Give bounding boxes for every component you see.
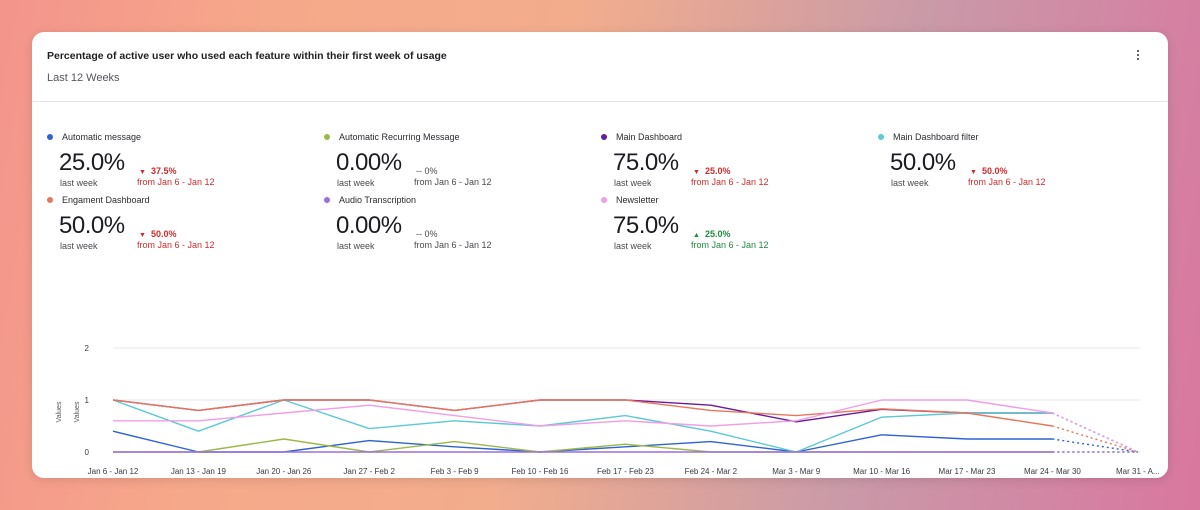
x-tick-label: Feb 24 - Mar 2 bbox=[685, 467, 738, 476]
x-tick-label: Feb 10 - Feb 16 bbox=[512, 467, 569, 476]
metric-range: from Jan 6 - Jan 12 bbox=[691, 177, 769, 187]
x-tick-label: Jan 6 - Jan 12 bbox=[88, 467, 139, 476]
card-subtitle: Last 12 Weeks bbox=[47, 72, 120, 84]
metric-name[interactable]: Main Dashboard bbox=[616, 132, 683, 142]
y-tick-label: 1 bbox=[85, 396, 90, 405]
line-chart: Values Values 0 1 2 Jan 6 - Jan 12 Jan 13 - Ja… bbox=[56, 344, 1160, 476]
metric-caption: last week bbox=[614, 241, 652, 251]
metric-delta: ▼ 50.0% bbox=[139, 229, 177, 239]
legend-dot-icon bbox=[324, 134, 330, 140]
metric-range: from Jan 6 - Jan 12 bbox=[137, 177, 215, 187]
metric-caption: last week bbox=[60, 241, 98, 251]
card-title: Percentage of active user who used each … bbox=[47, 50, 447, 62]
x-tick-label: Feb 17 - Feb 23 bbox=[597, 467, 654, 476]
metric-caption: last week bbox=[614, 178, 652, 188]
x-tick-label: Mar 10 - Mar 16 bbox=[853, 467, 910, 476]
x-tick-label: Mar 17 - Mar 23 bbox=[939, 467, 996, 476]
series-projection-line bbox=[1052, 412, 1139, 453]
metric-name[interactable]: Newsletter bbox=[616, 195, 659, 205]
legend-dot-icon bbox=[878, 134, 884, 140]
series-projection-line bbox=[1052, 425, 1139, 453]
legend-dot-icon bbox=[47, 197, 53, 203]
legend-dot-icon bbox=[324, 197, 330, 203]
x-tick-label: Mar 3 - Mar 9 bbox=[772, 467, 821, 476]
metric-value: 0.00% bbox=[336, 149, 402, 176]
metric-value: 50.0% bbox=[890, 149, 956, 176]
metric-name[interactable]: Main Dashboard filter bbox=[893, 132, 979, 142]
metric-main-dashboard-filter: Main Dashboard filter 50.0% last week ▼ 50.0… bbox=[878, 132, 1138, 192]
metric-range: from Jan 6 - Jan 12 bbox=[968, 177, 1046, 187]
y-tick-label: 2 bbox=[85, 344, 90, 353]
series-projection-line bbox=[1052, 438, 1138, 453]
series-line bbox=[112, 399, 1053, 427]
legend-dot-icon bbox=[601, 134, 607, 140]
metric-delta: ▲ 25.0% bbox=[693, 229, 731, 239]
x-tick-label: Mar 24 - Mar 30 bbox=[1024, 467, 1081, 476]
arrow-down-icon: ▼ bbox=[693, 169, 700, 176]
arrow-up-icon: ▲ bbox=[693, 232, 700, 239]
metric-delta: ▼ 25.0% bbox=[693, 166, 731, 176]
chart-card: Percentage of active user who used each … bbox=[32, 32, 1168, 478]
metric-name[interactable]: Automatic Recurring Message bbox=[339, 132, 460, 142]
y-axis-label: Values bbox=[74, 401, 81, 422]
x-tick-label: Feb 3 - Feb 9 bbox=[431, 467, 480, 476]
metric-range: from Jan 6 - Jan 12 bbox=[137, 240, 215, 250]
y-tick-label: 0 bbox=[85, 448, 90, 457]
series-line bbox=[112, 430, 1053, 453]
metric-range: from Jan 6 - Jan 12 bbox=[414, 177, 492, 187]
legend-dot-icon bbox=[47, 134, 53, 140]
x-tick-label: Jan 20 - Jan 26 bbox=[256, 467, 312, 476]
metric-value: 0.00% bbox=[336, 212, 402, 239]
legend-dot-icon bbox=[601, 197, 607, 203]
card-header: Percentage of active user who used each … bbox=[32, 32, 1168, 102]
metric-caption: last week bbox=[60, 178, 98, 188]
metric-delta: -- 0% bbox=[416, 229, 438, 239]
metric-engament-dashboard: Engament Dashboard 50.0% last week ▼ 50.0% fr… bbox=[47, 195, 307, 255]
arrow-down-icon: ▼ bbox=[970, 169, 977, 176]
metric-name[interactable]: Audio Transcription bbox=[339, 195, 417, 205]
metric-value: 75.0% bbox=[613, 212, 679, 239]
metric-newsletter: Newsletter 75.0% last week ▲ 25.0% from Jan 6… bbox=[601, 195, 861, 255]
metric-automatic-recurring-message: Automatic Recurring Message 0.00% last wee… bbox=[324, 132, 584, 192]
arrow-down-icon: ▼ bbox=[139, 169, 146, 176]
arrow-down-icon: ▼ bbox=[139, 232, 146, 239]
more-options-icon[interactable] bbox=[1131, 48, 1145, 64]
metric-caption: last week bbox=[891, 178, 929, 188]
x-tick-label: Mar 31 - A... bbox=[1116, 467, 1160, 476]
metric-value: 75.0% bbox=[613, 149, 679, 176]
metric-caption: last week bbox=[337, 241, 375, 251]
metric-delta: -- 0% bbox=[416, 166, 438, 176]
y-axis-label: Values bbox=[56, 401, 63, 422]
x-tick-label: Jan 27 - Feb 2 bbox=[343, 467, 395, 476]
metric-main-dashboard: Main Dashboard 75.0% last week ▼ 25.0% from J… bbox=[601, 132, 861, 192]
series-line bbox=[113, 399, 1053, 427]
metric-delta: ▼ 37.5% bbox=[139, 166, 177, 176]
metric-range: from Jan 6 - Jan 12 bbox=[691, 240, 769, 250]
metric-audio-transcription: Audio Transcription 0.00% last week -- 0% fr… bbox=[324, 195, 584, 255]
metric-range: from Jan 6 - Jan 12 bbox=[414, 240, 492, 250]
metric-value: 50.0% bbox=[59, 212, 125, 239]
metric-caption: last week bbox=[337, 178, 375, 188]
metric-name[interactable]: Engament Dashboard bbox=[62, 195, 150, 205]
metric-value: 25.0% bbox=[59, 149, 125, 176]
metric-name[interactable]: Automatic message bbox=[62, 132, 142, 142]
series-line bbox=[112, 399, 1053, 453]
metric-delta: ▼ 50.0% bbox=[970, 166, 1008, 176]
metric-automatic-message: Automatic message 25.0% last week ▼ 37.5% fro… bbox=[47, 132, 307, 192]
x-tick-label: Jan 13 - Jan 19 bbox=[171, 467, 227, 476]
